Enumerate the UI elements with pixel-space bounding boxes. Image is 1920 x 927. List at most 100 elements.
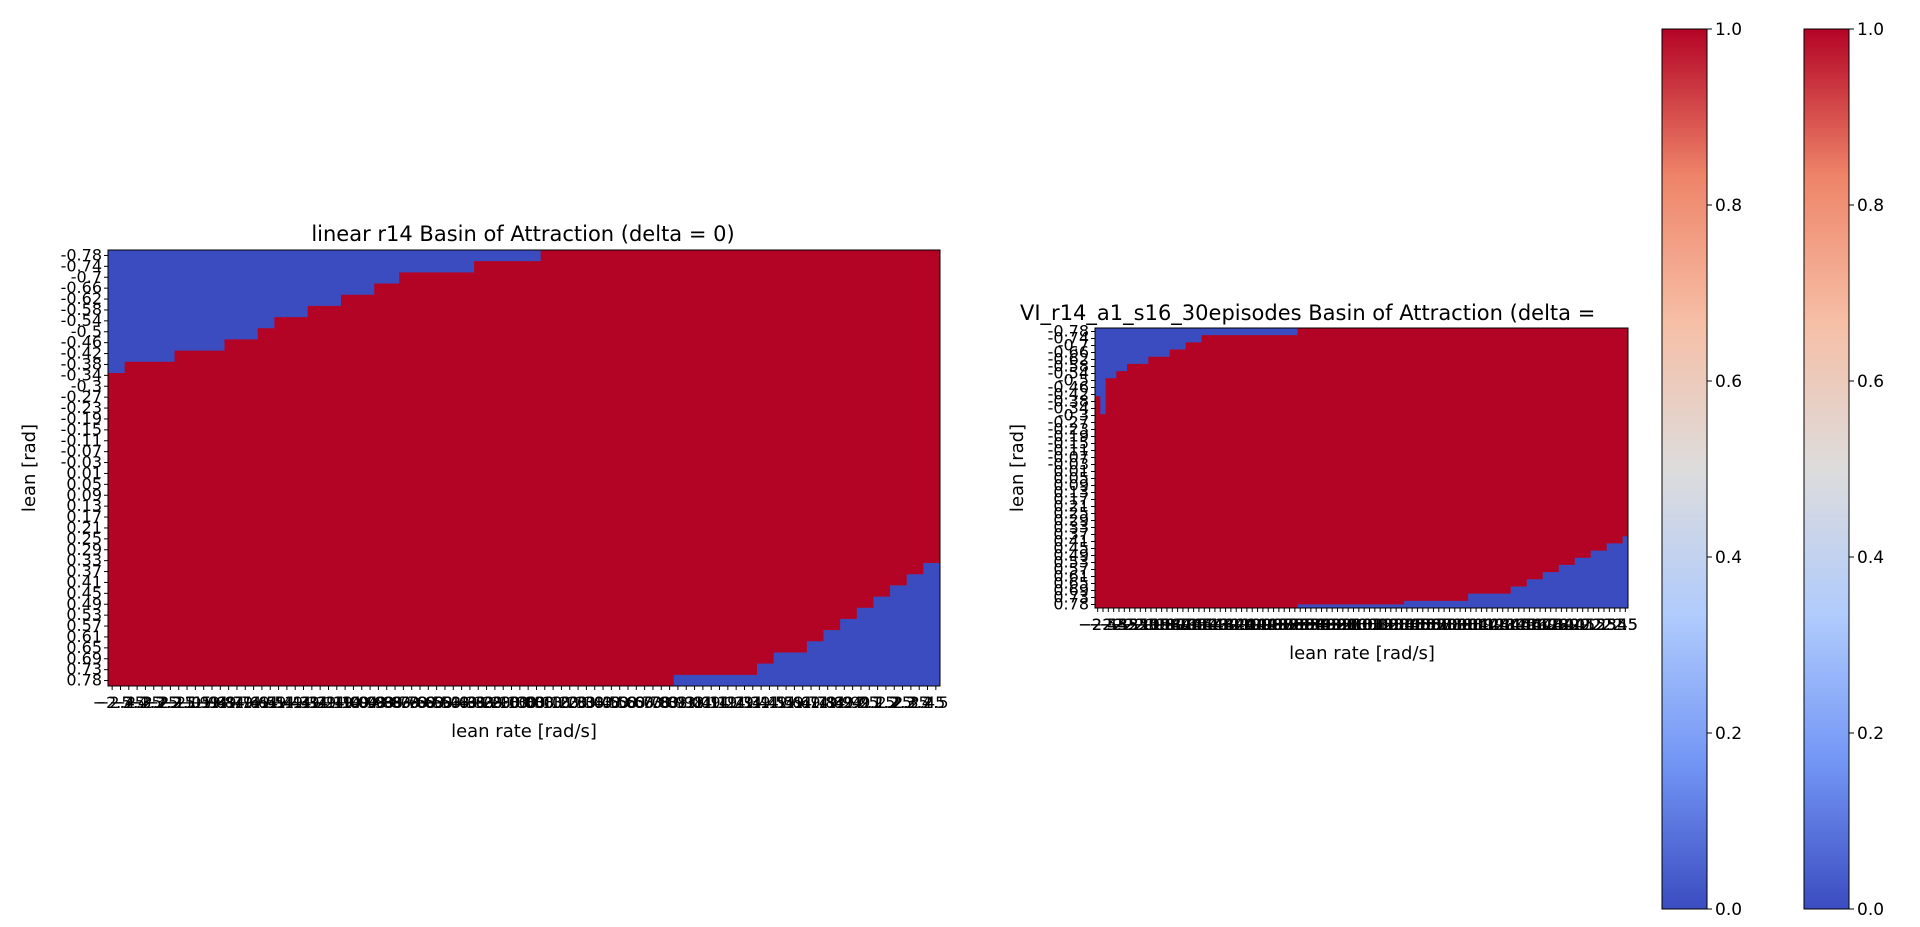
colorbar-tick-label: 0.6 [1715, 372, 1742, 392]
x-tick-label: −0.78 [1254, 615, 1303, 634]
x-tick-label: −2.25 [129, 693, 178, 712]
x-tick-label: −1.54 [1174, 615, 1223, 634]
x-tick-label: 1.94 [1549, 615, 1585, 634]
y-tick-label: 0.57 [1053, 560, 1089, 579]
y-tick-label: 0.33 [1053, 518, 1089, 537]
x-tick-label: −0.83 [1249, 615, 1298, 634]
x-tick-label: −1.39 [271, 693, 320, 712]
x-tick-label: −0.43 [429, 693, 478, 712]
x-tick-label: −0.43 [1292, 615, 1341, 634]
y-tick-label: -0.78 [1048, 322, 1089, 341]
x-tick-label: −1.34 [279, 693, 328, 712]
x-tick-label: −2.05 [1121, 615, 1170, 634]
x-tick-label: 1.09 [1458, 615, 1494, 634]
x-tick-label: 1.84 [1538, 615, 1574, 634]
heatmap-2-cells [1095, 328, 1628, 608]
x-tick-label: 0.68 [619, 693, 655, 712]
x-tick-label: 2.25 [1581, 615, 1617, 634]
x-tick-label: −1.89 [187, 693, 236, 712]
y-tick-label: -0.34 [1048, 399, 1089, 418]
heatmap-1-cells [108, 250, 940, 686]
y-tick-label: 0.21 [1053, 497, 1089, 516]
y-tick-label: -0.74 [61, 256, 102, 275]
x-tick-label: −0.63 [395, 693, 444, 712]
x-tick-label: 0.18 [535, 693, 571, 712]
x-tick-label: −0.13 [479, 693, 528, 712]
x-tick-label: 2.25 [876, 693, 912, 712]
x-tick-label: −0.48 [1286, 615, 1335, 634]
y-tick-label: -0.78 [61, 245, 102, 264]
y-tick-label: 0.25 [1053, 504, 1089, 523]
x-tick-label: 1.04 [677, 693, 713, 712]
colorbar-tick-label: 1.0 [1715, 20, 1742, 40]
x-tick-label: −0.73 [379, 693, 428, 712]
colorbar-tick-label: 0.2 [1857, 724, 1884, 744]
y-tick-label: -0.19 [1048, 427, 1089, 446]
x-tick-label: −2.5 [93, 693, 132, 712]
x-tick-label: 1.99 [835, 693, 871, 712]
y-tick-label: 0.65 [1053, 574, 1089, 593]
x-tick-label: 0.48 [585, 693, 621, 712]
y-tick-label: -0.7 [71, 267, 102, 286]
y-tick-label: 0.73 [1053, 588, 1089, 607]
x-tick-label: 0.93 [660, 693, 696, 712]
x-tick-label: 0.88 [652, 693, 688, 712]
x-tick-label: 1.54 [1506, 615, 1542, 634]
x-tick-label: 1.19 [1469, 615, 1505, 634]
colorbar-2-bar [1803, 28, 1850, 910]
x-tick-label: 0.98 [668, 693, 704, 712]
heatmap-2-x-ticks: −2.5−2.45−2.4−2.35−2.3−2.25−2.2−2.15−2.1… [1078, 608, 1638, 634]
x-tick-label: −2.35 [1089, 615, 1138, 634]
y-tick-label: -0.42 [61, 344, 102, 363]
x-tick-label: −0.38 [437, 693, 486, 712]
y-tick-label: -0.23 [61, 398, 102, 417]
x-tick-label: −0.08 [487, 693, 536, 712]
x-tick-label: −1.84 [1142, 615, 1191, 634]
y-tick-label: 0.13 [1053, 483, 1089, 502]
x-tick-label: 2.15 [1570, 615, 1606, 634]
x-tick-label: −1.29 [1201, 615, 1250, 634]
x-tick-label: 1.64 [777, 693, 813, 712]
unstable-region-bottom [1244, 503, 1628, 608]
y-tick-label: 0.37 [1053, 525, 1089, 544]
x-tick-label: 0.03 [1346, 615, 1382, 634]
y-tick-label: 0.49 [66, 594, 102, 613]
x-tick-label: −1.19 [304, 693, 353, 712]
y-tick-label: 0.53 [66, 605, 102, 624]
x-tick-label: −1.59 [1169, 615, 1218, 634]
x-tick-label: −1.74 [1153, 615, 1202, 634]
x-tick-label: −1.24 [296, 693, 345, 712]
x-tick-label: 1.24 [710, 693, 746, 712]
x-tick-label: 0.53 [594, 693, 630, 712]
x-tick-label: −1.69 [1158, 615, 1207, 634]
x-tick-label: −2.4 [1089, 615, 1128, 634]
x-tick-label: 1.29 [1480, 615, 1516, 634]
heatmap-1-xlabel: lean rate [rad/s] [451, 721, 597, 742]
x-tick-label: 2.05 [1560, 615, 1596, 634]
y-tick-label: 0.53 [1053, 553, 1089, 572]
y-tick-label: -0.19 [61, 409, 102, 428]
y-tick-label: 0.41 [1053, 532, 1089, 551]
y-tick-label: 0.17 [66, 507, 102, 526]
x-tick-label: 1.14 [1464, 615, 1500, 634]
x-tick-label: 0.13 [1357, 615, 1393, 634]
y-tick-label: -0.27 [61, 387, 102, 406]
y-tick-label: 0.09 [1053, 476, 1089, 495]
x-tick-label: 0.18 [1362, 615, 1398, 634]
x-tick-label: −1.04 [329, 693, 378, 712]
x-tick-label: −0.93 [346, 693, 395, 712]
x-tick-label: −1.49 [1180, 615, 1229, 634]
y-tick-label: -0.38 [1048, 392, 1089, 411]
y-tick-label: -0.46 [61, 333, 102, 352]
x-tick-label: −1.14 [1217, 615, 1266, 634]
x-tick-label: 0.78 [635, 693, 671, 712]
x-tick-label: −1.74 [212, 693, 261, 712]
x-tick-label: 0.38 [569, 693, 605, 712]
x-tick-label: 1.34 [1485, 615, 1521, 634]
x-tick-label: 2.1 [857, 693, 882, 712]
x-tick-label: −2.15 [146, 693, 195, 712]
x-tick-label: −0.18 [470, 693, 519, 712]
x-tick-label: 0.33 [560, 693, 596, 712]
colorbar-1-ticks: 0.0 0.2 0.4 0.6 0.8 1.0 [1707, 20, 1742, 920]
x-tick-label: 0.23 [544, 693, 580, 712]
